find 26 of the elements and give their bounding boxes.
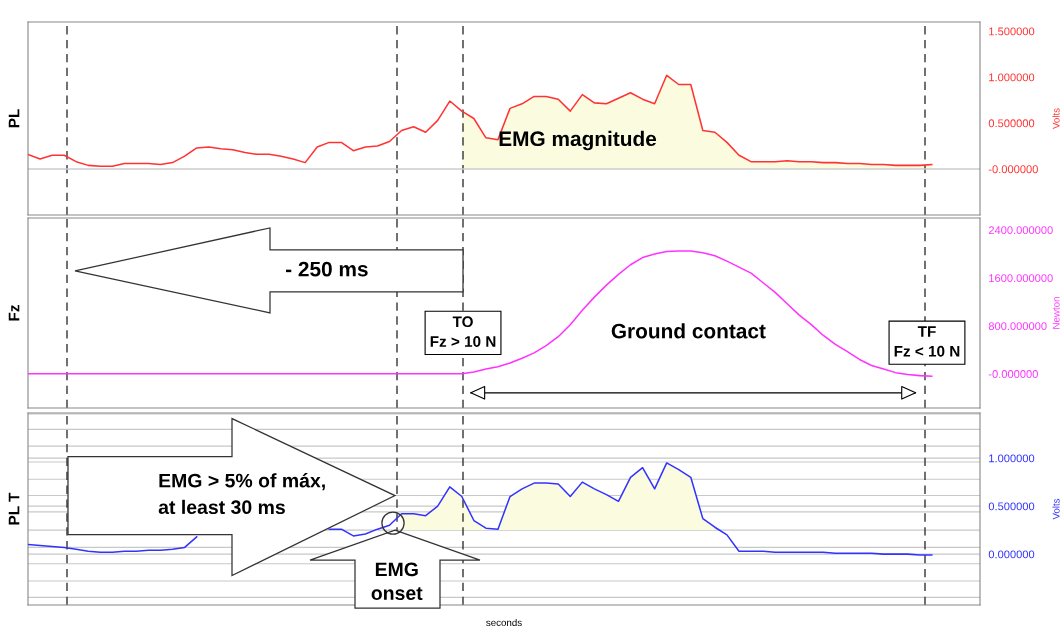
x-axis-title: seconds (486, 618, 522, 627)
y-tick-label: 0.000000 (988, 550, 1035, 559)
annotation: EMG magnitude (499, 130, 657, 151)
line-series (28, 74, 933, 168)
annotation: Ground contact (611, 323, 766, 339)
y-tick-label: -0.000000 (988, 165, 1038, 174)
y-tick-label: 0.500000 (988, 119, 1035, 128)
y-tick-label: 1.000000 (989, 454, 1035, 463)
annotation: - 250 ms (285, 261, 368, 277)
y-tick-label: 1.500000 (989, 27, 1035, 36)
annotation: TF Fz < 10 N (894, 326, 960, 357)
text: Newton (1052, 297, 1060, 329)
text: Volts (1052, 108, 1060, 129)
y-tick-label: 0.500000 (988, 502, 1035, 511)
annotation: EMG onset (371, 562, 423, 601)
y-tick-label: -0.000000 (988, 370, 1038, 378)
y-tick-label: 800.000000 (988, 322, 1047, 331)
annotation: TO Fz > 10 N (430, 316, 496, 347)
y-axis-title: PL T (8, 492, 20, 525)
text: Volts (1052, 498, 1060, 520)
y-tick-label: 1.000000 (989, 73, 1035, 82)
annotation: EMG > 5% of máx, at least 30 ms (158, 473, 325, 515)
y-tick-label: 1600.000000 (989, 274, 1053, 283)
y-axis-title: PL (8, 109, 20, 128)
y-axis-title: Fz (8, 305, 20, 321)
y-tick-label: 2400.000000 (988, 226, 1053, 235)
